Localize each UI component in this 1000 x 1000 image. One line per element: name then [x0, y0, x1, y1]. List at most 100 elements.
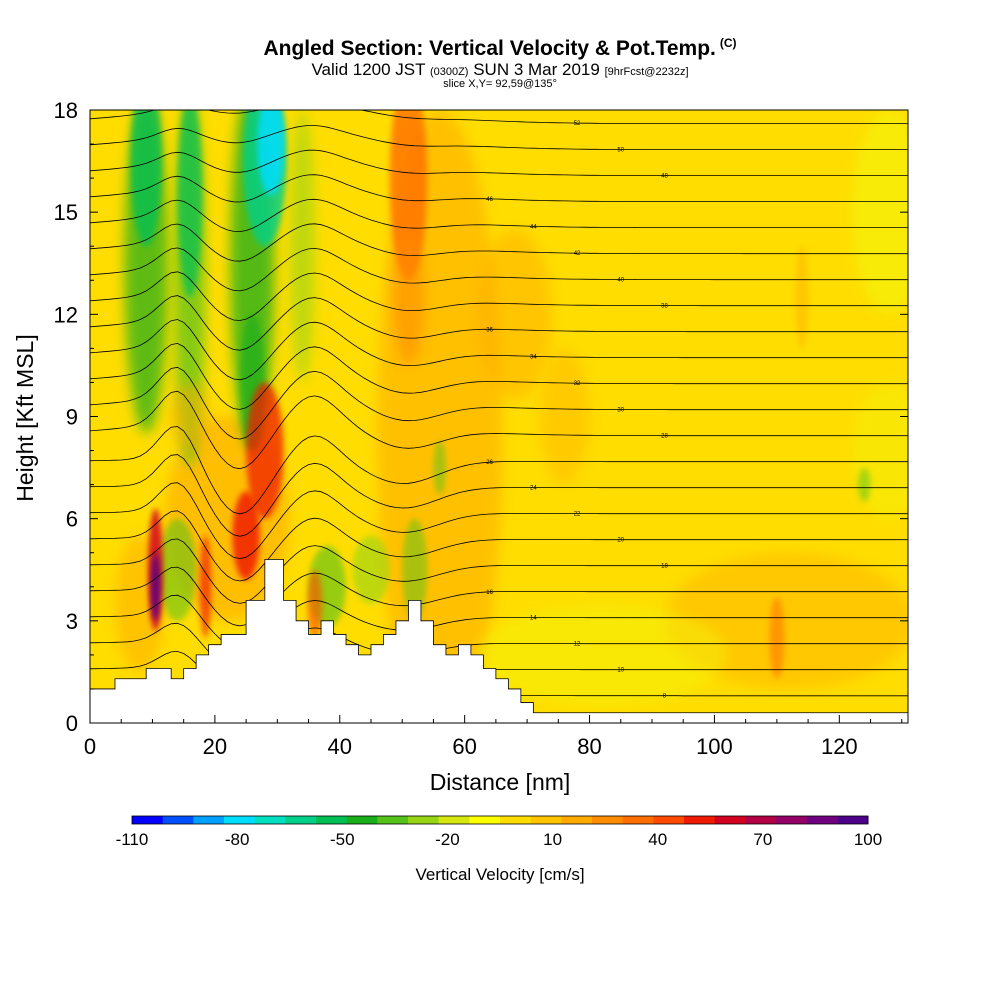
contour-label-52: 52 — [574, 121, 581, 127]
contour-label-48: 48 — [661, 174, 668, 180]
velocity-cell-10 — [392, 229, 425, 366]
colorbar-swatch-8 — [377, 816, 409, 824]
colorbar-swatch-12 — [500, 816, 532, 824]
velocity-cell-32 — [769, 596, 785, 679]
contour-line-36 — [90, 295, 908, 351]
contour-label-40: 40 — [617, 277, 624, 283]
contour-label-32: 32 — [574, 381, 581, 387]
velocity-cell-26 — [246, 382, 284, 519]
colorbar-swatch-23 — [837, 816, 869, 824]
contour-label-20: 20 — [617, 538, 624, 544]
colorbar-tick-label-100: 100 — [854, 830, 882, 849]
contour-line-50 — [90, 125, 908, 150]
contour-line-42 — [90, 223, 908, 262]
contour-line-24 — [90, 454, 908, 537]
contour-label-38: 38 — [661, 304, 668, 310]
velocity-cell-6 — [851, 110, 908, 315]
contour-label-18: 18 — [661, 564, 668, 570]
subtitle-valid-time: Valid 1200 JST — [311, 60, 426, 79]
contour-line-28 — [90, 390, 908, 470]
colorbar-tick-label--50: -50 — [330, 830, 355, 849]
velocity-cell-24 — [433, 440, 446, 495]
colorbar-swatch-9 — [408, 816, 440, 824]
colorbar: -110 -80 -50 -20 10 40 70 100 — [116, 815, 882, 849]
colorbar-swatch-19 — [714, 816, 746, 824]
contour-line-22 — [90, 482, 908, 560]
colorbar-tick-label--110: -110 — [116, 830, 149, 849]
contour-label-16: 16 — [486, 590, 493, 596]
vertical-velocity-field — [114, 110, 908, 723]
y-axis-title: Height [Kft MSL] — [12, 334, 38, 501]
x-tick-label-20: 20 — [203, 734, 227, 759]
chart-title: Angled Section: Vertical Velocity & Pot.… — [0, 36, 1000, 61]
velocity-cell-34 — [171, 382, 209, 451]
contour-label-42: 42 — [574, 251, 581, 257]
colorbar-swatch-4 — [254, 816, 286, 824]
y-tick-label-12: 12 — [54, 302, 78, 327]
colorbar-swatch-16 — [622, 816, 654, 824]
colorbar-swatch-11 — [469, 816, 501, 824]
colorbar-frame — [131, 815, 869, 825]
contour-line-44 — [90, 198, 908, 233]
x-tick-label-120: 120 — [821, 734, 858, 759]
contour-label-24: 24 — [530, 485, 537, 491]
colorbar-swatch-7 — [346, 816, 378, 824]
contour-label-26: 26 — [486, 460, 493, 466]
contour-label-10: 10 — [617, 668, 624, 674]
contour-line-38 — [90, 271, 908, 321]
colorbar-swatch-0 — [132, 816, 164, 824]
contour-line-46 — [90, 174, 908, 203]
velocity-cell-1 — [477, 229, 553, 400]
x-tick-label-60: 60 — [452, 734, 476, 759]
colorbar-swatch-15 — [592, 816, 624, 824]
contour-line-26 — [90, 426, 908, 515]
contour-label-28: 28 — [661, 434, 668, 440]
colorbar-tick-label-40: 40 — [648, 830, 667, 849]
terrain — [90, 559, 908, 723]
x-tick-label-40: 40 — [328, 734, 352, 759]
contour-label-30: 30 — [617, 408, 624, 414]
slice-label: slice X,Y= 92,59@135° — [443, 78, 557, 90]
velocity-cell-25 — [858, 467, 871, 502]
velocity-cell-33 — [795, 246, 809, 349]
colorbar-tick-label-10: 10 — [543, 830, 562, 849]
x-tick-label-80: 80 — [577, 734, 601, 759]
colorbar-swatch-2 — [193, 816, 225, 824]
colorbar-title: Vertical Velocity [cm/s] — [415, 865, 584, 884]
colorbar-swatch-5 — [285, 816, 317, 824]
colorbar-swatch-22 — [806, 816, 838, 824]
velocity-cell-29 — [151, 552, 160, 621]
contour-label-22: 22 — [574, 512, 581, 518]
contour-label-46: 46 — [486, 197, 493, 203]
colorbar-swatch-18 — [684, 816, 716, 824]
contour-label-14: 14 — [530, 615, 537, 621]
contour-line-16 — [90, 566, 908, 627]
velocity-cell-14 — [177, 110, 203, 298]
colorbar-swatch-17 — [653, 816, 685, 824]
subtitle-date: SUN 3 Mar 2019 — [473, 60, 600, 79]
x-tick-label-100: 100 — [696, 734, 733, 759]
contour-line-52 — [90, 110, 908, 124]
subtitle-forecast: [9hrFcst@2232z] — [604, 66, 689, 78]
contour-label-8: 8 — [663, 694, 667, 700]
contour-label-44: 44 — [530, 224, 537, 230]
y-tick-label-15: 15 — [54, 200, 78, 225]
chart-title-text: Angled Section: Vertical Velocity & Pot.… — [263, 37, 716, 60]
contour-label-12: 12 — [574, 642, 581, 648]
contour-line-18 — [90, 538, 908, 604]
colorbar-tick-label-70: 70 — [753, 830, 772, 849]
colorbar-swatch-13 — [530, 816, 562, 824]
y-tick-label-3: 3 — [66, 609, 78, 634]
contour-line-30 — [90, 366, 908, 440]
velocity-cell-9 — [389, 110, 428, 281]
colorbar-tick-label--20: -20 — [435, 830, 460, 849]
velocity-cell-2 — [539, 348, 590, 485]
contour-line-20 — [90, 510, 908, 582]
y-tick-label-9: 9 — [66, 405, 78, 430]
contour-line-34 — [90, 319, 908, 381]
velocity-cell-31 — [307, 569, 323, 638]
contour-label-34: 34 — [530, 354, 537, 360]
contour-line-40 — [90, 247, 908, 292]
chart-title-suffix: (C) — [719, 36, 737, 50]
